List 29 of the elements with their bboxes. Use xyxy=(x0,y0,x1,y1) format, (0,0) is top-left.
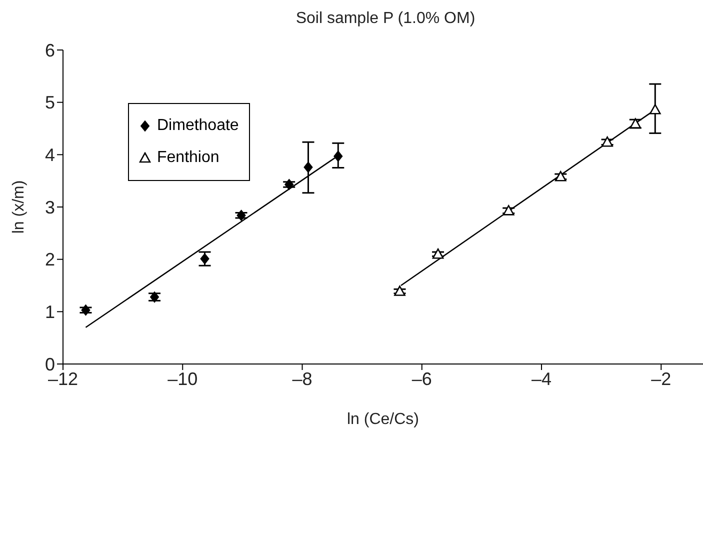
legend-label: Dimethoate xyxy=(157,116,239,136)
point xyxy=(150,292,160,303)
point xyxy=(284,178,294,190)
y-tick-label: 0 xyxy=(44,354,55,374)
legend-label: Fenthion xyxy=(157,148,220,168)
point xyxy=(650,104,661,114)
x-tick-label: –10 xyxy=(168,368,198,389)
point xyxy=(236,210,246,221)
point xyxy=(304,162,313,173)
y-tick-label: 1 xyxy=(44,302,55,322)
point xyxy=(81,304,90,316)
point xyxy=(432,248,444,259)
y-tick-label: 2 xyxy=(44,250,55,270)
chart-title: Soil sample P (1.0% OM) xyxy=(294,10,476,28)
y-tick-label: 3 xyxy=(44,197,55,218)
x-tick-label: –4 xyxy=(531,368,552,389)
y-axis-title: ln (x/m) xyxy=(10,180,28,234)
point xyxy=(554,170,566,182)
point xyxy=(334,150,343,162)
x-tick-label: –6 xyxy=(412,368,432,389)
point xyxy=(602,136,613,147)
x-tick-label: –8 xyxy=(292,368,312,389)
y-tick-label: 5 xyxy=(44,92,55,113)
y-tick-label: 4 xyxy=(44,145,55,166)
point xyxy=(200,253,210,264)
x-axis-title: ln (Ce/Cs) xyxy=(346,411,420,428)
x-tick-label: –2 xyxy=(651,368,672,389)
point xyxy=(394,286,406,296)
y-tick-label: 6 xyxy=(44,40,55,60)
